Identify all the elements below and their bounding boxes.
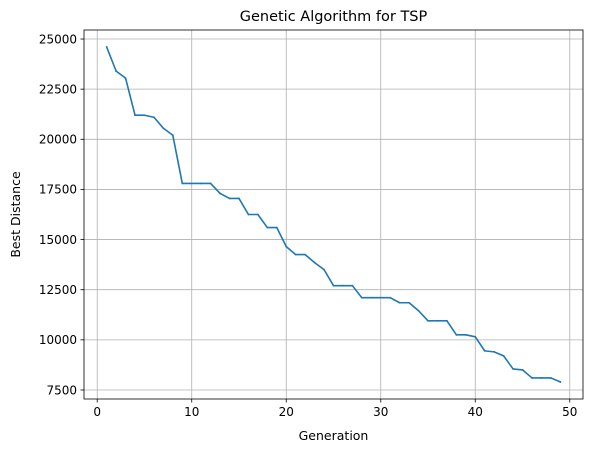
data-point [370, 296, 373, 299]
data-point [436, 319, 439, 322]
data-point [531, 377, 533, 379]
y-tick-label: 15000 [39, 233, 77, 247]
y-tick-label: 7500 [46, 383, 77, 397]
data-points [105, 46, 562, 383]
data-point [559, 381, 562, 383]
data-point [493, 350, 496, 353]
chart-title: Genetic Algorithm for TSP [240, 9, 428, 25]
data-point [389, 296, 392, 299]
data-point [153, 116, 155, 119]
data-point [323, 268, 325, 271]
x-tick-label: 50 [562, 405, 577, 419]
data-point [105, 46, 108, 48]
x-tick-label: 40 [468, 405, 483, 419]
plot-background [84, 30, 583, 399]
data-point [313, 261, 316, 264]
data-point [238, 197, 240, 200]
data-point [540, 377, 543, 379]
x-tick-label: 10 [184, 405, 199, 419]
x-tick-label: 20 [279, 405, 294, 419]
data-point [181, 182, 184, 185]
y-gridlines [84, 38, 583, 391]
y-tick-label: 12500 [39, 283, 77, 297]
plot-frame [83, 29, 584, 400]
y-tick-label: 22500 [39, 82, 77, 96]
data-point [483, 349, 486, 352]
plot-area [83, 29, 584, 400]
data-point [304, 253, 307, 256]
data-point [455, 333, 458, 336]
data-point [171, 134, 174, 137]
data-point [200, 182, 203, 185]
data-point [549, 377, 552, 379]
data-point [379, 296, 382, 299]
data-point [360, 296, 363, 299]
data-point [285, 245, 288, 248]
data-point [247, 213, 250, 216]
y-axis-label: Best Distance [8, 171, 23, 258]
data-point [474, 335, 477, 338]
data-point [228, 197, 231, 200]
data-point [427, 319, 429, 322]
data-point [464, 333, 467, 336]
data-point [408, 301, 411, 304]
x-tick-label: 0 [93, 405, 101, 419]
data-point [134, 114, 136, 117]
x-gridlines [96, 30, 571, 399]
data-point [124, 77, 127, 80]
data-point [521, 369, 524, 371]
data-point [351, 284, 354, 287]
y-tick-label: 17500 [39, 183, 77, 197]
data-point [256, 213, 259, 216]
data-point [143, 114, 146, 117]
y-axis-ticks: 7500 10000 12500 15000 17500 20000 22500 25000 [39, 32, 84, 397]
data-point [266, 226, 269, 229]
data-point [512, 368, 514, 370]
data-point [446, 319, 448, 322]
data-point [417, 309, 420, 312]
x-axis-ticks: 0 10 20 30 40 50 [93, 399, 577, 419]
x-axis-label: Generation [299, 428, 369, 443]
data-point [190, 182, 193, 185]
data-point [275, 226, 278, 229]
y-tick-label: 25000 [39, 32, 77, 46]
y-tick-label: 10000 [39, 333, 77, 347]
data-point [342, 284, 344, 287]
y-tick-label: 20000 [39, 133, 77, 147]
data-point [332, 284, 335, 287]
data-point [162, 127, 165, 130]
data-point [209, 182, 212, 185]
x-tick-label: 30 [373, 405, 388, 419]
data-point [294, 253, 297, 256]
data-point [398, 301, 401, 304]
data-point [502, 354, 505, 357]
data-point [115, 70, 118, 73]
data-point [219, 192, 221, 195]
